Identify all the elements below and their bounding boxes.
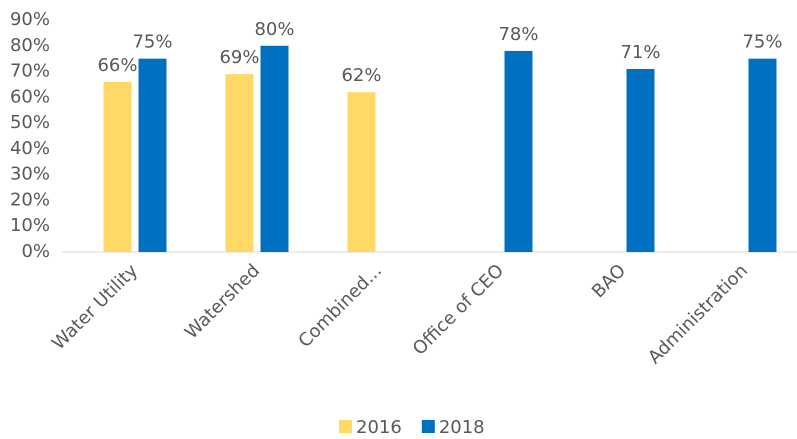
data-label: 75%	[132, 32, 172, 53]
legend-swatch	[339, 420, 352, 433]
y-tick-label: 30%	[10, 164, 50, 185]
x-tick-label: Combined...	[294, 260, 386, 352]
y-tick-label: 20%	[10, 189, 50, 210]
data-label: 75%	[742, 32, 782, 53]
y-tick-label: 40%	[10, 138, 50, 159]
y-tick-label: 50%	[10, 112, 50, 133]
bar	[347, 92, 376, 252]
data-label: 69%	[219, 47, 259, 68]
bar	[504, 50, 533, 252]
bar	[260, 45, 289, 253]
legend-label: 2016	[356, 417, 402, 438]
data-label: 80%	[254, 19, 294, 40]
x-tick-label: Office of CEO	[409, 260, 508, 359]
y-tick-label: 90%	[10, 9, 50, 30]
x-tick-label: Watershed	[181, 260, 264, 343]
data-label: 62%	[341, 65, 381, 86]
bar	[138, 58, 167, 252]
x-tick-label: BAO	[588, 260, 630, 302]
data-label: 71%	[620, 42, 660, 63]
legend-label: 2018	[439, 417, 485, 438]
y-tick-label: 60%	[10, 86, 50, 107]
bar	[103, 81, 132, 252]
bar	[626, 68, 655, 252]
y-tick-label: 0%	[21, 241, 50, 262]
bar	[225, 74, 254, 252]
data-label: 78%	[498, 24, 538, 45]
y-tick-label: 10%	[10, 215, 50, 236]
x-tick-label: Water Utility	[48, 260, 142, 354]
data-label: 66%	[97, 55, 137, 76]
bar	[748, 58, 777, 252]
legend-swatch	[421, 420, 435, 433]
y-tick-label: 80%	[10, 35, 50, 56]
y-tick-label: 70%	[10, 61, 50, 82]
x-tick-label: Administration	[644, 260, 752, 368]
